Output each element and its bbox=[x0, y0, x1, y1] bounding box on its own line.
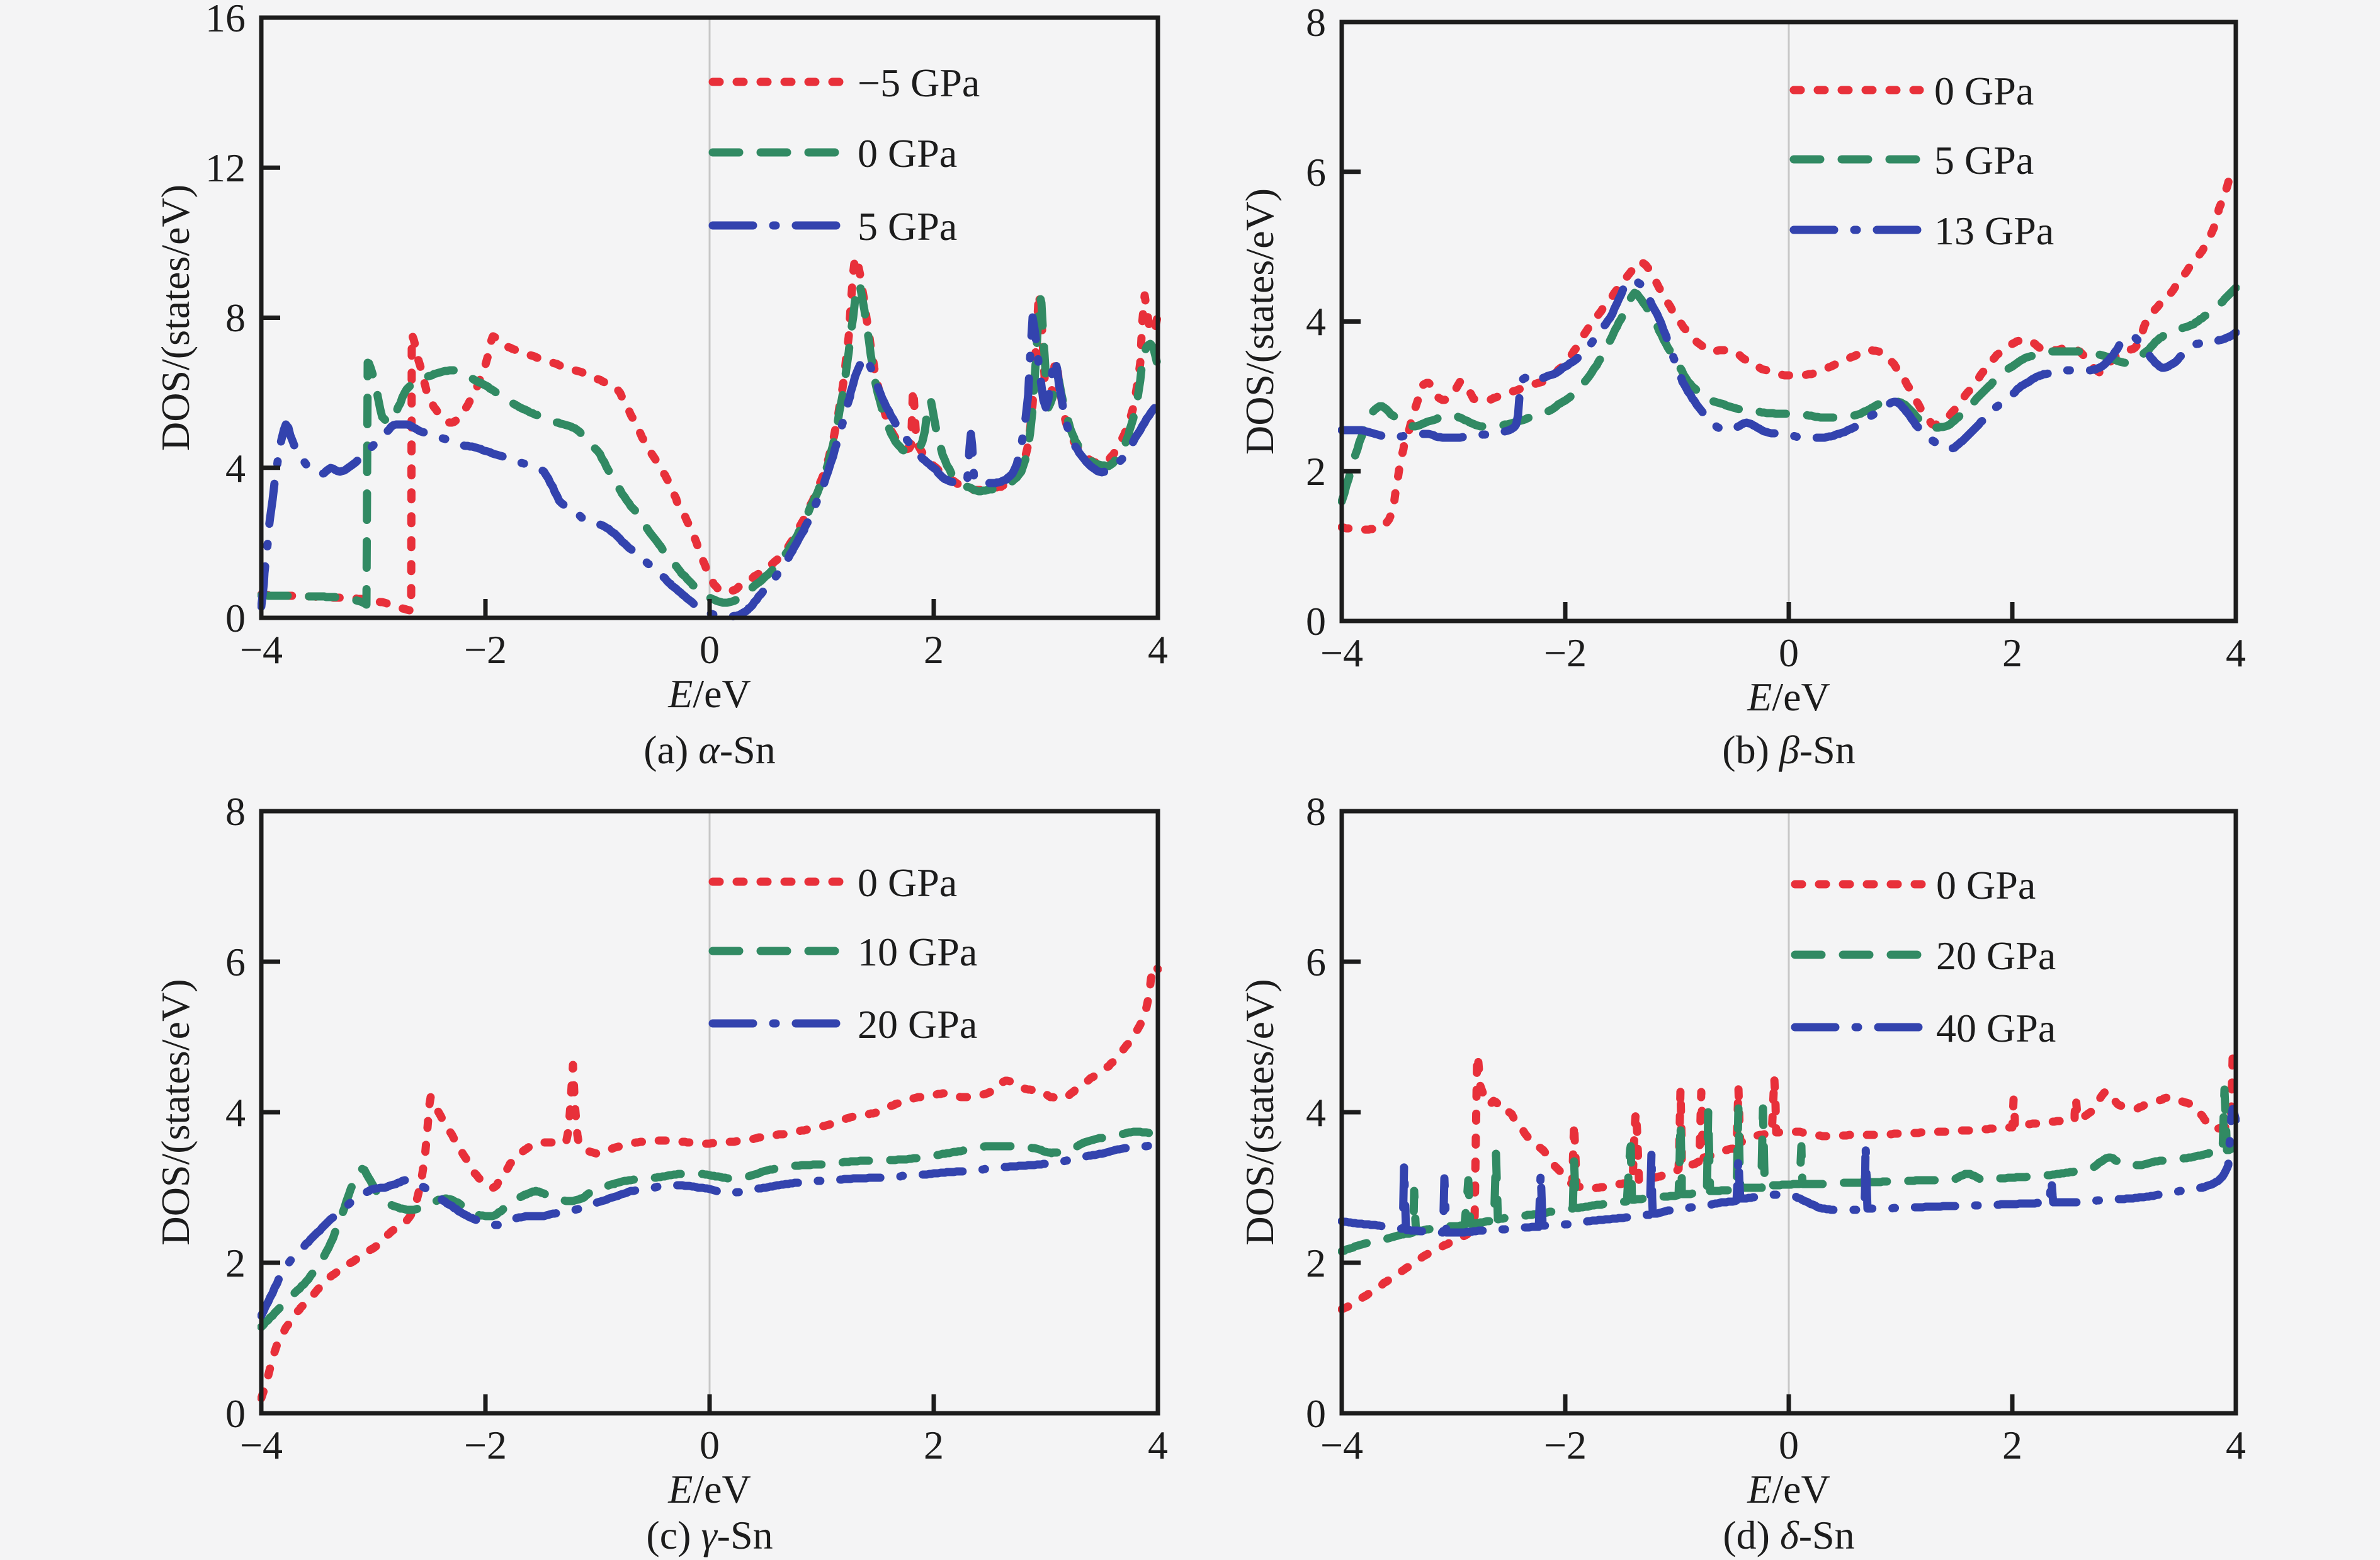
svg-text:(d) δ-Sn: (d) δ-Sn bbox=[1723, 1513, 1854, 1557]
svg-text:5 GPa: 5 GPa bbox=[1934, 138, 2034, 183]
svg-text:DOS/(states/eV): DOS/(states/eV) bbox=[1237, 188, 1282, 455]
svg-text:4: 4 bbox=[225, 1090, 246, 1135]
svg-text:−5 GPa: −5 GPa bbox=[858, 60, 980, 105]
svg-text:0: 0 bbox=[700, 1423, 720, 1467]
svg-text:2: 2 bbox=[924, 627, 944, 672]
svg-text:−2: −2 bbox=[464, 1423, 507, 1467]
svg-text:−4: −4 bbox=[1320, 630, 1363, 675]
svg-text:2: 2 bbox=[924, 1423, 944, 1467]
svg-text:4: 4 bbox=[1306, 1090, 1326, 1135]
svg-text:DOS/(states/eV): DOS/(states/eV) bbox=[153, 979, 198, 1245]
svg-text:E/eV: E/eV bbox=[667, 1467, 751, 1512]
svg-text:(a) α-Sn: (a) α-Sn bbox=[643, 727, 776, 772]
svg-text:0 GPa: 0 GPa bbox=[1936, 863, 2036, 908]
svg-text:6: 6 bbox=[225, 940, 246, 984]
svg-text:2: 2 bbox=[1306, 1241, 1326, 1285]
svg-text:2: 2 bbox=[2002, 1423, 2022, 1467]
svg-text:E/eV: E/eV bbox=[1747, 1467, 1830, 1512]
svg-text:40 GPa: 40 GPa bbox=[1936, 1006, 2056, 1050]
svg-text:13 GPa: 13 GPa bbox=[1934, 208, 2054, 253]
svg-text:4: 4 bbox=[1306, 299, 1326, 344]
svg-text:6: 6 bbox=[1306, 150, 1326, 195]
svg-text:0 GPa: 0 GPa bbox=[858, 131, 957, 176]
svg-text:0 GPa: 0 GPa bbox=[1934, 69, 2034, 113]
svg-text:6: 6 bbox=[1306, 940, 1326, 984]
svg-text:0: 0 bbox=[1779, 630, 1799, 675]
svg-text:E/eV: E/eV bbox=[1747, 675, 1830, 719]
svg-text:8: 8 bbox=[1306, 789, 1326, 834]
svg-text:20 GPa: 20 GPa bbox=[1936, 933, 2056, 978]
svg-text:2: 2 bbox=[1306, 449, 1326, 494]
svg-text:0: 0 bbox=[1779, 1423, 1799, 1467]
svg-text:5 GPa: 5 GPa bbox=[858, 204, 957, 249]
svg-text:−2: −2 bbox=[464, 627, 507, 672]
svg-text:0 GPa: 0 GPa bbox=[858, 860, 957, 905]
svg-text:20 GPa: 20 GPa bbox=[858, 1002, 977, 1047]
svg-text:4: 4 bbox=[1148, 627, 1168, 672]
svg-text:10 GPa: 10 GPa bbox=[858, 930, 977, 974]
svg-text:0: 0 bbox=[225, 596, 246, 641]
svg-text:(c) γ-Sn: (c) γ-Sn bbox=[646, 1513, 773, 1557]
svg-text:−4: −4 bbox=[1320, 1423, 1363, 1467]
svg-text:8: 8 bbox=[1306, 0, 1326, 45]
svg-text:16: 16 bbox=[205, 0, 246, 40]
svg-text:4: 4 bbox=[225, 446, 246, 491]
svg-text:8: 8 bbox=[225, 789, 246, 834]
svg-text:−4: −4 bbox=[240, 627, 283, 672]
svg-text:DOS/(states/eV): DOS/(states/eV) bbox=[1237, 979, 1282, 1245]
svg-text:0: 0 bbox=[700, 627, 720, 672]
svg-text:8: 8 bbox=[225, 295, 246, 340]
svg-text:4: 4 bbox=[2226, 630, 2246, 675]
svg-text:4: 4 bbox=[1148, 1423, 1168, 1467]
svg-text:−4: −4 bbox=[240, 1423, 283, 1467]
svg-text:2: 2 bbox=[225, 1241, 246, 1285]
svg-text:12: 12 bbox=[205, 145, 246, 190]
svg-text:DOS/(states/eV): DOS/(states/eV) bbox=[153, 185, 198, 451]
svg-text:(b) β-Sn: (b) β-Sn bbox=[1722, 727, 1855, 772]
svg-text:4: 4 bbox=[2226, 1423, 2246, 1467]
svg-text:E/eV: E/eV bbox=[667, 671, 751, 716]
svg-text:0: 0 bbox=[225, 1391, 246, 1436]
svg-text:−2: −2 bbox=[1544, 1423, 1587, 1467]
svg-text:0: 0 bbox=[1306, 599, 1326, 644]
svg-text:2: 2 bbox=[2002, 630, 2022, 675]
svg-text:−2: −2 bbox=[1544, 630, 1587, 675]
svg-text:0: 0 bbox=[1306, 1391, 1326, 1436]
